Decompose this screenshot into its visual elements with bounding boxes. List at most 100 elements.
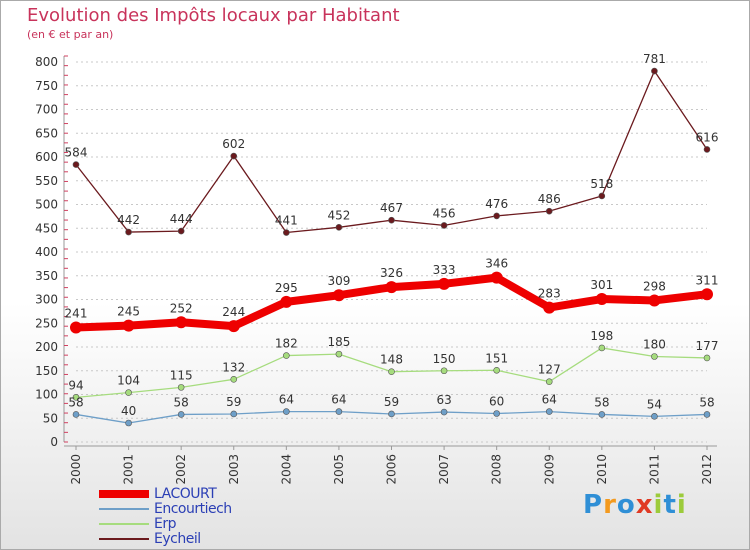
- y-tick-label: 300: [35, 293, 58, 307]
- chart-title: Evolution des Impôts locaux par Habitant: [27, 5, 400, 26]
- data-label: 441: [275, 214, 298, 228]
- legend-label: Eycheil: [154, 531, 201, 547]
- data-point: [283, 229, 290, 236]
- data-point: [283, 352, 290, 359]
- y-tick-label: 100: [35, 388, 58, 402]
- data-point: [545, 207, 553, 215]
- data-label: 252: [170, 301, 193, 315]
- x-tick-label: 2000: [69, 454, 83, 485]
- data-point: [177, 384, 185, 391]
- legend-label: Erp: [154, 516, 177, 532]
- data-point: [388, 368, 395, 376]
- data-label: 177: [696, 339, 719, 353]
- data-label: 456: [433, 206, 456, 220]
- data-label: 151: [485, 351, 508, 365]
- data-label: 584: [65, 146, 88, 160]
- data-point: [440, 408, 448, 416]
- data-label: 58: [594, 395, 609, 409]
- x-tick-label: 2009: [542, 454, 556, 485]
- data-label: 301: [590, 278, 613, 292]
- data-label: 54: [647, 397, 662, 411]
- data-point: [125, 419, 132, 427]
- logo-letter: t: [663, 490, 677, 520]
- y-tick-label: 700: [35, 103, 58, 117]
- data-label: 781: [643, 52, 666, 66]
- data-point: [335, 408, 343, 415]
- data-label: 185: [327, 335, 350, 349]
- y-tick-label: 250: [35, 316, 58, 330]
- data-point: [493, 366, 500, 374]
- x-tick-label: 2008: [490, 454, 504, 485]
- data-point: [125, 389, 132, 396]
- data-point: [595, 293, 608, 306]
- data-label: 63: [436, 393, 451, 407]
- data-label: 442: [117, 213, 140, 227]
- data-point: [701, 288, 713, 301]
- data-label: 602: [222, 137, 245, 151]
- proxiti-logo: Proxiti: [583, 490, 687, 520]
- data-label: 326: [380, 266, 403, 280]
- logo-letter: r: [603, 490, 617, 520]
- y-tick-label: 50: [43, 411, 58, 425]
- y-tick-label: 600: [35, 150, 58, 164]
- data-label: 182: [275, 337, 298, 351]
- data-label: 64: [542, 393, 557, 407]
- legend-swatch: [99, 538, 149, 540]
- x-tick-label: 2012: [700, 454, 714, 485]
- data-label: 104: [117, 374, 140, 388]
- data-point: [332, 289, 345, 302]
- y-tick-label: 650: [35, 126, 58, 140]
- y-tick-label: 500: [35, 198, 58, 212]
- x-tick-label: 2005: [332, 454, 346, 485]
- data-label: 444: [170, 212, 193, 226]
- x-tick-label: 2003: [227, 454, 241, 485]
- data-label: 40: [121, 404, 136, 418]
- legend-label: Encourtiech: [154, 501, 232, 517]
- data-point: [335, 350, 343, 358]
- data-point: [648, 294, 661, 307]
- data-label: 58: [699, 395, 714, 409]
- data-label: 486: [538, 192, 561, 206]
- data-point: [122, 319, 135, 332]
- data-point: [72, 411, 80, 418]
- data-point: [493, 212, 500, 220]
- logo-letter: o: [616, 490, 636, 520]
- data-point: [598, 411, 606, 418]
- y-tick-label: 750: [35, 79, 58, 93]
- data-point: [230, 410, 238, 418]
- y-tick-label: 0: [50, 435, 58, 449]
- data-point: [440, 367, 448, 375]
- data-label: 115: [170, 368, 193, 382]
- data-label: 244: [222, 305, 245, 319]
- data-point: [227, 320, 240, 333]
- data-point: [177, 411, 185, 418]
- legend-swatch: [99, 490, 149, 498]
- data-point: [598, 192, 606, 200]
- data-label: 346: [485, 257, 508, 271]
- x-tick-label: 2004: [279, 454, 293, 485]
- data-point: [545, 378, 553, 385]
- data-point: [72, 161, 80, 168]
- data-label: 283: [538, 287, 561, 301]
- legend-swatch: [99, 508, 149, 510]
- data-label: 94: [68, 378, 83, 392]
- data-label: 452: [327, 208, 350, 222]
- y-tick-label: 200: [35, 340, 58, 354]
- data-label: 58: [68, 395, 83, 409]
- data-point: [388, 410, 395, 418]
- logo-letter: i: [653, 490, 664, 520]
- x-tick-label: 2011: [647, 454, 661, 485]
- data-label: 132: [222, 360, 245, 374]
- data-label: 58: [174, 395, 189, 409]
- y-tick-label: 350: [35, 269, 58, 283]
- x-tick-label: 2002: [174, 454, 188, 485]
- data-point: [651, 413, 658, 420]
- data-point: [283, 408, 290, 415]
- data-label: 59: [384, 395, 399, 409]
- data-point: [125, 228, 132, 236]
- data-point: [385, 281, 398, 294]
- data-point: [388, 216, 395, 224]
- data-label: 298: [643, 279, 666, 293]
